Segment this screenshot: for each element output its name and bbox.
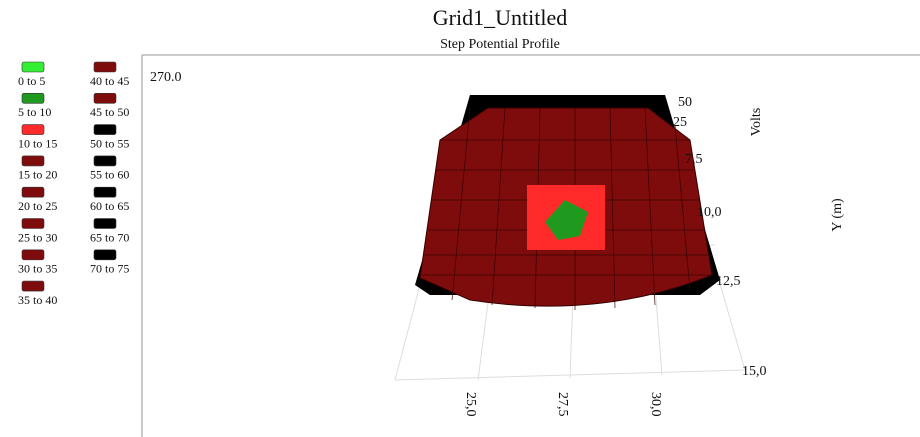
- x-tick-label: 30,0: [648, 392, 663, 417]
- legend-label: 10 to 15: [18, 136, 57, 150]
- legend-label: 5 to 10: [18, 105, 51, 119]
- surface-center: [545, 200, 588, 240]
- z-tick-label: 25: [673, 115, 687, 130]
- z-tick-label: 50: [678, 95, 692, 110]
- legend-swatch: [21, 280, 45, 292]
- legend-swatch: [93, 124, 117, 135]
- legend-swatch: [93, 155, 117, 167]
- legend-swatch: [21, 186, 45, 198]
- legend-swatch: [93, 61, 117, 73]
- legend-label: 20 to 25: [18, 199, 57, 213]
- legend-swatch: [21, 61, 45, 73]
- legend-label: 55 to 60: [90, 168, 129, 182]
- legend-swatch: [21, 155, 45, 167]
- title: Grid1_Untitled: [433, 5, 567, 30]
- plot-frame: [141, 54, 920, 437]
- legend-swatch: [93, 249, 117, 261]
- legend-swatch: [21, 93, 45, 104]
- legend-swatch: [93, 186, 117, 198]
- legend-swatch: [21, 218, 45, 229]
- view-angle: 270.0: [150, 70, 182, 85]
- y-tick-label: 10,0: [697, 205, 722, 220]
- legend-label: 0 to 5: [18, 74, 45, 88]
- legend-label: 60 to 65: [90, 199, 129, 213]
- legend-swatch: [21, 124, 45, 135]
- y-tick-label: 12,5: [716, 274, 741, 289]
- y-axis-label: Y (m): [830, 198, 845, 232]
- z-axis-label: Volts: [749, 108, 764, 137]
- legend-label: 15 to 20: [18, 168, 57, 182]
- legend-label: 30 to 35: [18, 262, 57, 276]
- legend-label: 35 to 40: [18, 293, 57, 307]
- y-tick-label: 15,0: [742, 364, 767, 379]
- x-tick-label: 27,5: [555, 392, 570, 417]
- legend-swatch: [93, 218, 117, 229]
- y-tick-label: 7,5: [685, 152, 703, 167]
- legend-swatch: [93, 93, 117, 104]
- legend-label: 45 to 50: [90, 105, 129, 119]
- legend-label: 50 to 55: [90, 136, 129, 150]
- x-tick-label: 25,0: [463, 392, 478, 417]
- legend-label: 40 to 45: [90, 74, 129, 88]
- legend-label: 25 to 30: [18, 230, 57, 244]
- subtitle: Step Potential Profile: [440, 37, 560, 52]
- legend-swatch: [21, 249, 45, 261]
- legend-label: 70 to 75: [90, 262, 129, 276]
- legend-label: 65 to 70: [90, 230, 129, 244]
